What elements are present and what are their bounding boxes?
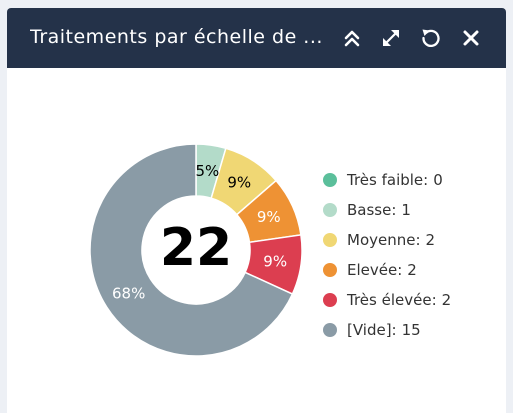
legend-count: 0	[433, 171, 443, 189]
legend-count: 1	[401, 201, 411, 219]
legend-count: 2	[441, 291, 452, 309]
legend-label: Très faible:	[347, 171, 429, 189]
slice-label-vide: 68%	[112, 284, 145, 302]
legend: Très faible: 0 Basse: 1 Moyenne: 2 Elevé…	[323, 165, 451, 345]
refresh-button[interactable]	[418, 25, 444, 51]
legend-label: Moyenne:	[347, 231, 421, 249]
legend-count: 15	[401, 321, 421, 339]
close-icon	[463, 30, 479, 46]
legend-label: Très élevée:	[347, 291, 437, 309]
slice-label-moyenne: 9%	[227, 174, 251, 192]
center-total: 22	[159, 218, 233, 278]
legend-item-vide[interactable]: [Vide]: 15	[323, 315, 451, 345]
legend-count: 2	[407, 261, 417, 279]
slice-label-basse: 5%	[195, 162, 219, 180]
legend-label: [Vide]:	[347, 321, 397, 339]
legend-item-moyenne[interactable]: Moyenne: 2	[323, 225, 451, 255]
legend-swatch	[323, 323, 337, 337]
widget-header: Traitements par échelle de ...	[7, 8, 506, 68]
slice-vide[interactable]	[89, 143, 294, 357]
chart-widget: Traitements par échelle de ...	[7, 8, 506, 413]
legend-swatch	[323, 293, 337, 307]
legend-label: Basse:	[347, 201, 397, 219]
slice-label-elevee: 9%	[257, 208, 281, 226]
legend-swatch	[323, 173, 337, 187]
expand-button[interactable]	[378, 25, 404, 51]
legend-swatch	[323, 203, 337, 217]
expand-icon	[383, 30, 399, 46]
legend-item-elevee[interactable]: Elevée: 2	[323, 255, 451, 285]
legend-swatch	[323, 263, 337, 277]
legend-swatch	[323, 233, 337, 247]
chart-area: 5% 9% 9% 9% 68% 22 Très faible: 0 Basse: 1 M…	[7, 68, 506, 413]
legend-item-basse[interactable]: Basse: 1	[323, 195, 451, 225]
legend-count: 2	[425, 231, 436, 249]
collapse-button[interactable]	[339, 25, 365, 51]
close-button[interactable]	[458, 25, 484, 51]
slice-label-tres-elevee: 9%	[263, 252, 287, 270]
refresh-icon	[422, 29, 440, 47]
legend-label: Elevée:	[347, 261, 403, 279]
collapse-icon	[344, 30, 360, 47]
widget-title: Traitements par échelle de ...	[30, 26, 323, 48]
donut-chart: 5% 9% 9% 9% 68%	[89, 143, 303, 357]
legend-item-tres-faible[interactable]: Très faible: 0	[323, 165, 451, 195]
legend-item-tres-elevee[interactable]: Très élevée: 2	[323, 285, 451, 315]
